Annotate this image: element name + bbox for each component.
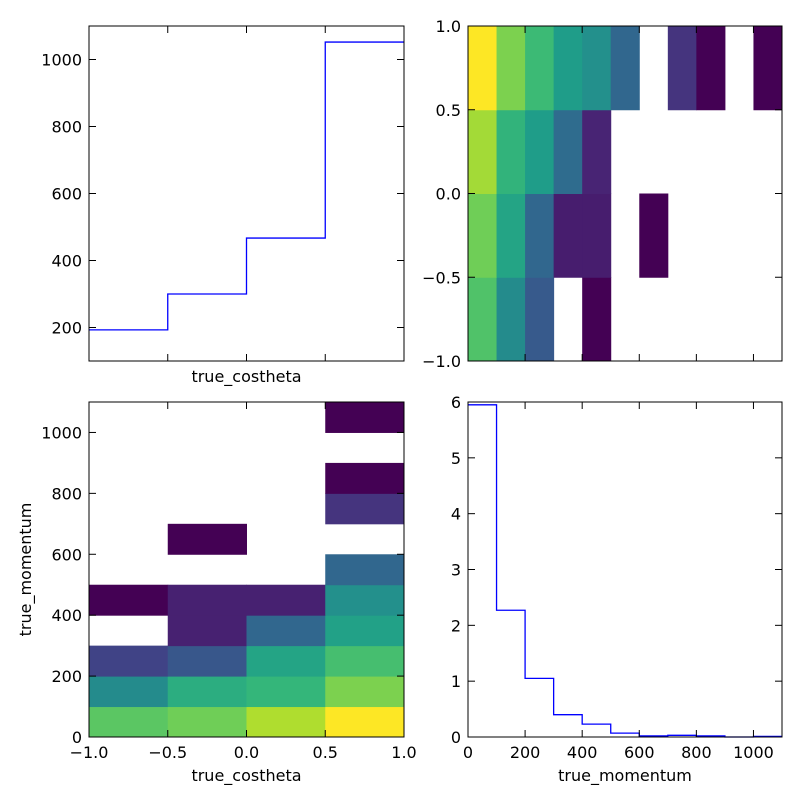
step-line bbox=[89, 41, 404, 331]
heatmap-cell bbox=[525, 26, 555, 111]
y-tick-label: 0.5 bbox=[436, 101, 461, 120]
heatmap-cell bbox=[325, 462, 405, 494]
plot-frame bbox=[467, 401, 783, 738]
x-tick-label: 1.0 bbox=[391, 743, 416, 762]
y-tick-label: 600 bbox=[51, 545, 82, 564]
heatmap-cell bbox=[325, 584, 405, 616]
heatmap-cell bbox=[325, 493, 405, 525]
heatmap-cell bbox=[496, 277, 526, 362]
heatmap-cell bbox=[582, 109, 612, 194]
heatmap-cell bbox=[525, 277, 555, 362]
y-tick-label: 800 bbox=[51, 484, 82, 503]
heatmap-cell bbox=[667, 26, 697, 111]
x-tick-label: 0 bbox=[463, 743, 473, 762]
y-tick-label: 1000 bbox=[41, 423, 82, 442]
momentum-vs-costheta-panel: −1.0 −0.5 0.0 0.5 1.0 0 200 400 600 800 1000 true_c… bbox=[16, 401, 417, 786]
y-tick-label: 1 bbox=[451, 672, 461, 691]
heatmap-cell bbox=[325, 402, 405, 433]
costheta-profile-panel: 200 400 600 800 1000 true_costheta bbox=[41, 25, 405, 387]
x-axis-label: true_momentum bbox=[558, 766, 692, 786]
y-tick-label: 0.0 bbox=[436, 185, 461, 204]
y-tick-label: 1.0 bbox=[436, 17, 461, 36]
heatmap-cell bbox=[167, 584, 247, 616]
y-tick-label: 0 bbox=[451, 728, 461, 747]
y-tick-label: 800 bbox=[51, 118, 82, 137]
y-tick-label: 200 bbox=[51, 319, 82, 338]
heatmap-cell bbox=[468, 193, 498, 278]
heatmap-cell bbox=[167, 523, 247, 555]
heatmap-cell bbox=[468, 26, 498, 111]
y-tick-label: −0.5 bbox=[422, 268, 461, 287]
heatmap-cell bbox=[246, 584, 326, 616]
heatmap-cell bbox=[610, 26, 640, 111]
heatmap-cell bbox=[582, 277, 612, 362]
heatmap-cell bbox=[246, 645, 326, 677]
heatmap-cell bbox=[325, 706, 405, 738]
x-tick-label: 400 bbox=[567, 743, 598, 762]
y-tick-label: 0 bbox=[72, 728, 82, 747]
heatmap-cells bbox=[468, 26, 783, 362]
heatmap-cell bbox=[325, 676, 405, 708]
heatmap-cell bbox=[496, 26, 526, 111]
heatmap-cell bbox=[468, 277, 498, 362]
heatmap-cell bbox=[496, 193, 526, 278]
heatmap-cells bbox=[89, 402, 405, 738]
heatmap-cell bbox=[496, 109, 526, 194]
y-tick-label: 400 bbox=[51, 606, 82, 625]
y-tick-label: 2 bbox=[451, 616, 461, 635]
heatmap-cell bbox=[582, 26, 612, 111]
x-axis-label: true_costheta bbox=[191, 367, 301, 387]
heatmap-cell bbox=[553, 109, 583, 194]
heatmap-cell bbox=[468, 109, 498, 194]
heatmap-cell bbox=[246, 706, 326, 738]
heatmap-cell bbox=[753, 26, 783, 111]
x-tick-label: −0.5 bbox=[148, 743, 187, 762]
x-axis-label: true_costheta bbox=[191, 766, 301, 786]
momentum-distribution-panel: 0 200 400 600 800 1000 0 1 2 3 4 5 6 true_momentum bbox=[451, 393, 783, 786]
heatmap-cell bbox=[89, 706, 169, 738]
heatmap-cell bbox=[167, 706, 247, 738]
plot-frame bbox=[88, 25, 405, 362]
y-tick-label: 600 bbox=[51, 185, 82, 204]
y-tick-label: 3 bbox=[451, 561, 461, 580]
x-tick-label: 800 bbox=[681, 743, 712, 762]
x-tick-label: −1.0 bbox=[70, 743, 109, 762]
heatmap-cell bbox=[167, 645, 247, 677]
heatmap-cell bbox=[696, 26, 726, 111]
heatmap-cell bbox=[89, 584, 169, 616]
heatmap-cell bbox=[325, 615, 405, 647]
heatmap-cell bbox=[525, 109, 555, 194]
y-tick-label: 4 bbox=[451, 505, 461, 524]
y-tick-label: −1.0 bbox=[422, 352, 461, 371]
x-tick-label: 0.0 bbox=[234, 743, 259, 762]
heatmap-cell bbox=[89, 676, 169, 708]
top-right-2d-panel: −1.0 −0.5 0.0 0.5 1.0 bbox=[422, 17, 783, 371]
heatmap-cell bbox=[553, 193, 583, 278]
y-axis-label: true_momentum bbox=[16, 503, 36, 637]
heatmap-cell bbox=[246, 615, 326, 647]
x-tick-label: 200 bbox=[510, 743, 541, 762]
heatmap-cell bbox=[167, 676, 247, 708]
y-tick-label: 400 bbox=[51, 252, 82, 271]
step-line bbox=[468, 404, 782, 738]
y-tick-label: 6 bbox=[451, 393, 461, 412]
heatmap-cell bbox=[639, 193, 669, 278]
y-tick-label: 200 bbox=[51, 667, 82, 686]
heatmap-cell bbox=[553, 26, 583, 111]
heatmap-cell bbox=[325, 645, 405, 677]
heatmap-cell bbox=[89, 645, 169, 677]
heatmap-cell bbox=[525, 193, 555, 278]
heatmap-cell bbox=[246, 676, 326, 708]
x-tick-label: 0.5 bbox=[313, 743, 338, 762]
heatmap-cell bbox=[325, 554, 405, 586]
y-tick-label: 1000 bbox=[41, 51, 82, 70]
heatmap-cell bbox=[582, 193, 612, 278]
y-tick-label: 5 bbox=[451, 449, 461, 468]
x-tick-label: 1000 bbox=[733, 743, 774, 762]
heatmap-cell bbox=[167, 615, 247, 647]
x-tick-label: 600 bbox=[624, 743, 655, 762]
